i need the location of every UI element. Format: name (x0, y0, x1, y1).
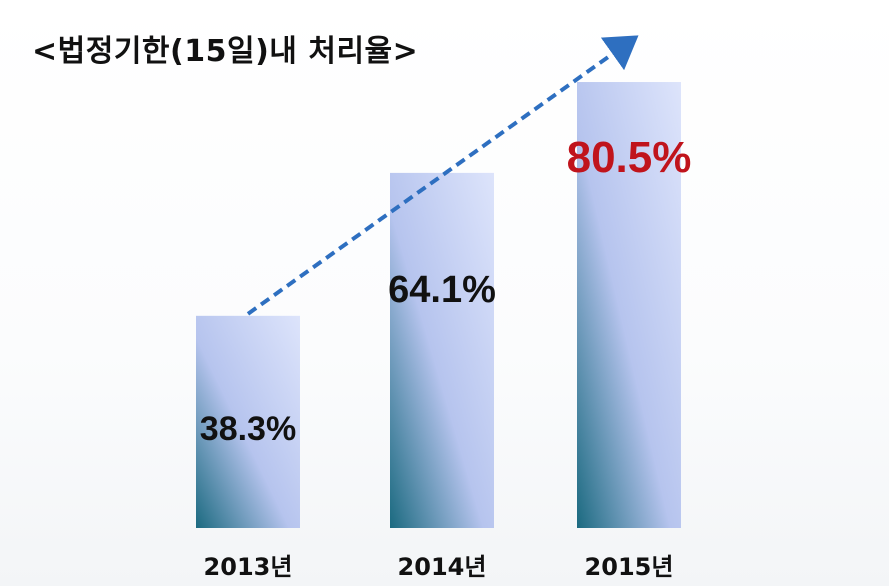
bar-2 (390, 172, 494, 529)
x-tick-label-1: 2013년 (204, 553, 293, 581)
x-tick-label-3: 2015년 (585, 553, 674, 581)
chart-title: <법정기한(15일)내 처리율> (32, 34, 419, 69)
data-label-1: 38.3% (200, 410, 296, 448)
bar-1 (196, 315, 300, 528)
bar-3 (577, 82, 681, 528)
data-label-3: 80.5% (567, 133, 692, 182)
trend-arrow (246, 35, 639, 316)
data-label-2: 64.1% (388, 269, 496, 311)
x-tick-label-2: 2014년 (398, 553, 487, 581)
